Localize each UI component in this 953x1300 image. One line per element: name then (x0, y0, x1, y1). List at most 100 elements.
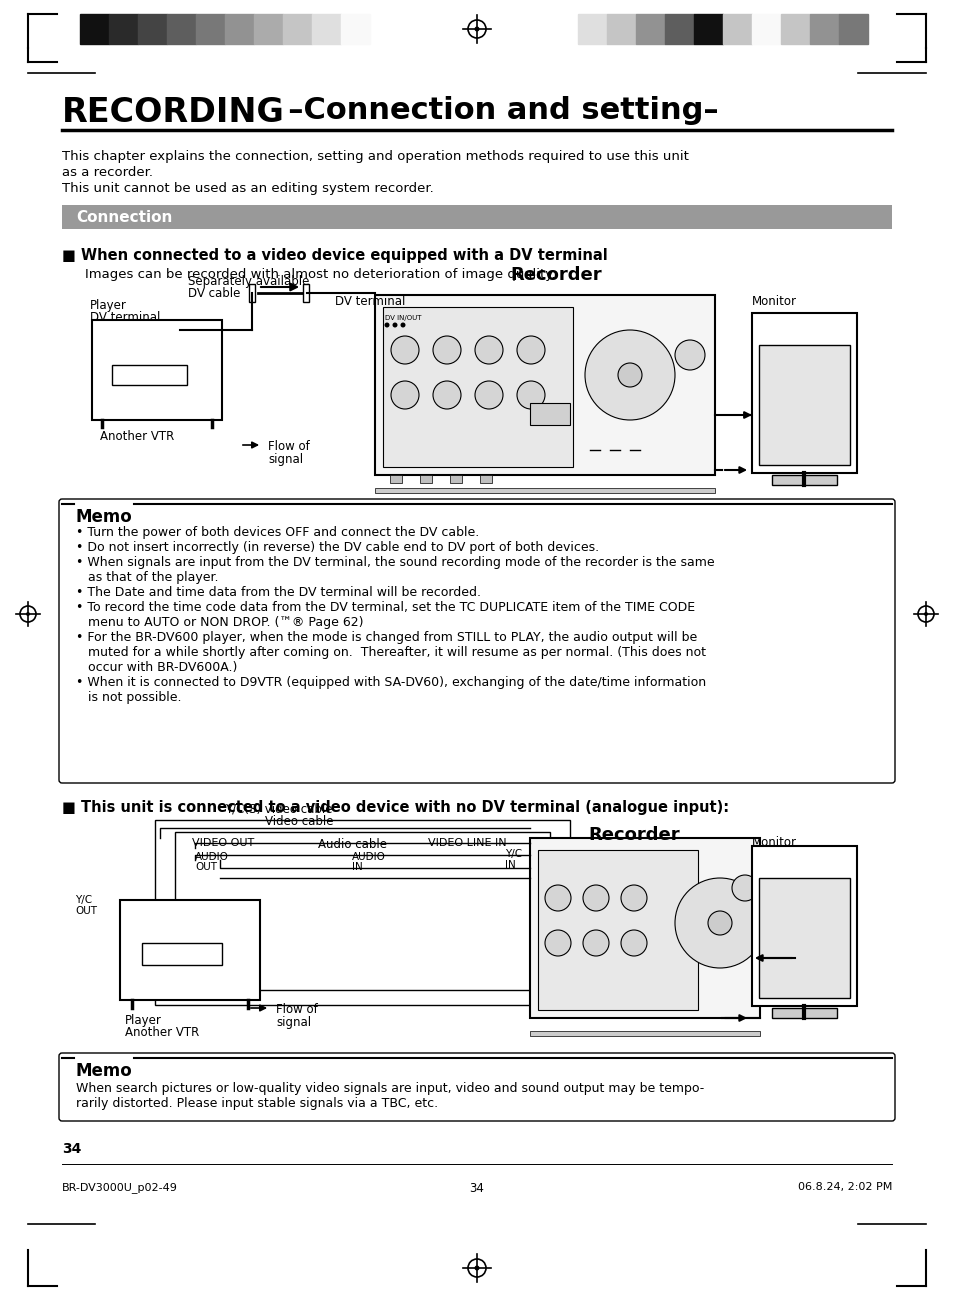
Bar (664, 14, 693, 44)
Text: Monitor: Monitor (751, 836, 796, 849)
Circle shape (474, 26, 479, 31)
Circle shape (618, 363, 641, 387)
Text: When search pictures or low-quality video signals are input, video and sound out: When search pictures or low-quality vide… (76, 1082, 703, 1095)
Text: signal: signal (275, 1017, 311, 1030)
Bar (174, 832, 550, 991)
Text: Audio cable: Audio cable (317, 838, 387, 852)
Bar (838, 14, 867, 44)
Text: • When signals are input from the DV terminal, the sound recording mode of the r: • When signals are input from the DV ter… (76, 556, 714, 569)
Bar (253, 14, 283, 44)
Bar (375, 295, 714, 474)
Circle shape (384, 322, 389, 328)
Circle shape (584, 330, 675, 420)
Bar (390, 474, 401, 484)
Text: –Connection and setting–: –Connection and setting– (267, 96, 718, 125)
Circle shape (26, 612, 30, 616)
Bar (142, 942, 222, 965)
Text: Separately available: Separately available (188, 276, 309, 289)
Text: VIDEO OUT: VIDEO OUT (192, 838, 254, 848)
Text: IN: IN (504, 861, 516, 870)
Bar (759, 878, 849, 998)
Text: DV terminal: DV terminal (335, 295, 405, 308)
Text: Y/C(S) video cable: Y/C(S) video cable (225, 803, 333, 816)
Text: Recorder: Recorder (510, 266, 601, 283)
Text: Memo: Memo (76, 508, 132, 526)
Text: Images can be recorded with almost no deterioration of image quality.: Images can be recorded with almost no de… (85, 268, 555, 281)
Bar (751, 313, 856, 473)
Text: ■ When connected to a video device equipped with a DV terminal: ■ When connected to a video device equip… (62, 248, 607, 263)
Circle shape (433, 335, 460, 364)
Text: • When it is connected to D9VTR (equipped with SA-DV60), exchanging of the date/: • When it is connected to D9VTR (equippe… (76, 676, 705, 689)
Bar (303, 283, 309, 302)
Circle shape (475, 335, 502, 364)
Bar (109, 14, 138, 44)
Text: OUT: OUT (75, 906, 97, 916)
Circle shape (474, 1265, 479, 1270)
Text: • Do not insert incorrectly (in reverse) the DV cable end to DV port of both dev: • Do not insert incorrectly (in reverse)… (76, 541, 598, 554)
Text: is not possible.: is not possible. (88, 692, 181, 705)
Circle shape (675, 341, 704, 370)
Circle shape (582, 885, 608, 911)
Text: RECORDING: RECORDING (62, 96, 285, 129)
Text: 34: 34 (62, 1141, 81, 1156)
Text: Player: Player (90, 299, 127, 312)
Text: as a recorder.: as a recorder. (62, 166, 152, 179)
Text: • For the BR-DV600 player, when the mode is changed from STILL to PLAY, the audi: • For the BR-DV600 player, when the mode… (76, 630, 697, 644)
Circle shape (620, 885, 646, 911)
Bar (771, 1008, 836, 1018)
Text: OUT: OUT (194, 862, 216, 872)
Circle shape (582, 930, 608, 956)
Bar (722, 14, 751, 44)
Bar (479, 474, 492, 484)
Bar (759, 344, 849, 465)
Text: This unit cannot be used as an editing system recorder.: This unit cannot be used as an editing s… (62, 182, 434, 195)
Circle shape (707, 911, 731, 935)
Bar (283, 14, 312, 44)
Circle shape (923, 612, 927, 616)
Bar (225, 14, 253, 44)
Circle shape (517, 335, 544, 364)
Text: Memo: Memo (76, 1062, 132, 1080)
Text: • To record the time code data from the DV terminal, set the TC DUPLICATE item o: • To record the time code data from the … (76, 601, 695, 614)
Bar (138, 14, 167, 44)
Text: Flow of: Flow of (275, 1004, 317, 1017)
Text: signal: signal (268, 452, 303, 465)
Text: This chapter explains the connection, setting and operation methods required to : This chapter explains the connection, se… (62, 150, 688, 162)
Circle shape (544, 930, 571, 956)
Bar (809, 14, 838, 44)
Circle shape (731, 875, 758, 901)
Bar (530, 403, 569, 425)
Text: Connection: Connection (76, 211, 172, 225)
Bar (537, 850, 698, 1010)
Circle shape (517, 381, 544, 410)
Text: Y/C: Y/C (504, 849, 521, 859)
Circle shape (675, 878, 764, 968)
Bar (450, 474, 461, 484)
Bar (751, 14, 781, 44)
Bar (693, 14, 722, 44)
Circle shape (391, 335, 418, 364)
Bar (91, 320, 222, 420)
Text: VIDEO LINE IN: VIDEO LINE IN (428, 838, 506, 848)
Text: • Turn the power of both devices OFF and connect the DV cable.: • Turn the power of both devices OFF and… (76, 526, 478, 539)
Text: Another VTR: Another VTR (125, 1026, 199, 1039)
Text: Recorder: Recorder (587, 826, 679, 844)
Text: Player: Player (125, 1014, 162, 1027)
Bar (112, 365, 187, 385)
Text: 34: 34 (469, 1182, 484, 1195)
Text: DV IN/OUT: DV IN/OUT (385, 315, 421, 321)
FancyBboxPatch shape (59, 1053, 894, 1121)
Text: rarily distorted. Please input stable signals via a TBC, etc.: rarily distorted. Please input stable si… (76, 1097, 437, 1110)
Text: AUDIO: AUDIO (194, 852, 229, 862)
FancyBboxPatch shape (59, 499, 894, 783)
Text: muted for a while shortly after coming on.  Thereafter, it will resume as per no: muted for a while shortly after coming o… (88, 646, 705, 659)
Bar (167, 14, 195, 44)
Bar (382, 307, 573, 467)
Bar (771, 474, 836, 485)
Bar (636, 14, 664, 44)
Circle shape (433, 381, 460, 410)
Bar (606, 14, 636, 44)
Circle shape (391, 381, 418, 410)
Bar (751, 846, 856, 1006)
Bar (781, 14, 809, 44)
